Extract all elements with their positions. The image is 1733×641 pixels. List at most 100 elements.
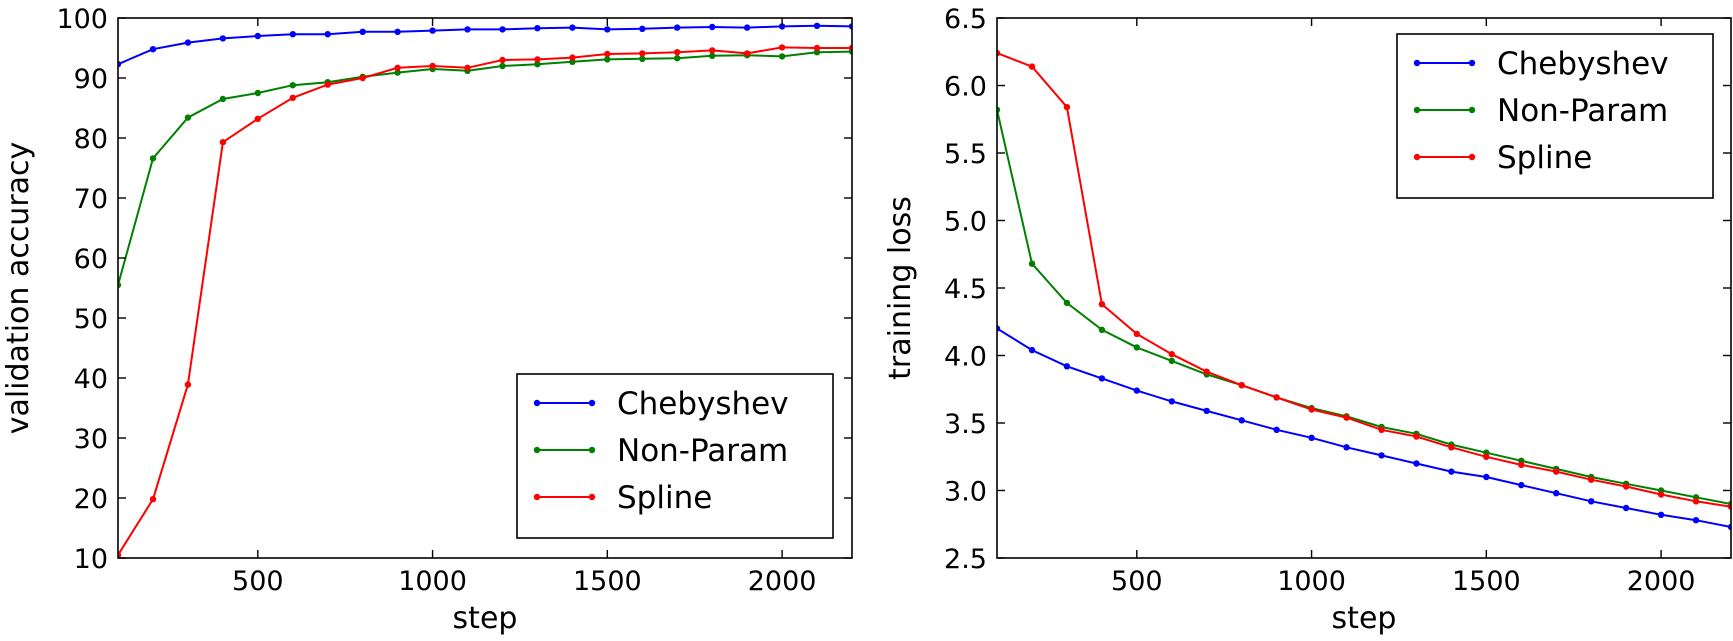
data-point (1692, 498, 1700, 505)
legend-marker (1413, 106, 1421, 114)
data-point (1308, 406, 1315, 413)
data-point (394, 64, 401, 72)
data-point (639, 50, 646, 57)
data-point (674, 55, 681, 62)
data-point (778, 53, 786, 60)
accuracy-chart: 500 1000 1500 2000 10 20 30 40 50 60 70 80 90 100 step… (1, 4, 853, 636)
data-point (1343, 414, 1350, 421)
data-point (254, 32, 261, 40)
data-point (219, 139, 227, 146)
data-point (1028, 346, 1036, 354)
data-point (1168, 351, 1176, 358)
legend-marker (533, 399, 541, 407)
data-point (1063, 299, 1071, 307)
data-point (1168, 357, 1176, 365)
data-point (184, 39, 192, 46)
legend-entry: Non-Param (1413, 93, 1668, 129)
data-point (254, 89, 261, 97)
legend: Chebyshev Non-Param Spline (1396, 33, 1714, 199)
data-point (778, 23, 786, 30)
legend-label: Non-Param (617, 433, 788, 469)
series-non-param (118, 48, 852, 289)
data-point (1273, 426, 1280, 433)
legend-marker (1468, 59, 1476, 67)
data-point (1063, 103, 1071, 111)
data-point (534, 56, 541, 63)
data-point (639, 25, 646, 32)
data-point (1168, 398, 1176, 405)
data-point (1448, 468, 1455, 475)
data-point (464, 64, 471, 72)
legend-entry: Non-Param (533, 433, 788, 469)
legend-label: Chebyshev (617, 386, 789, 422)
data-point (359, 74, 366, 82)
legend-marker (1413, 59, 1421, 67)
x-tick-label: 500 (232, 566, 284, 597)
legend-entry: Chebyshev (1413, 46, 1669, 82)
legend-entry: Chebyshev (533, 386, 789, 422)
x-axis-label: step (1332, 601, 1397, 636)
series-group (997, 49, 1731, 531)
series-line (118, 24, 852, 66)
data-point (219, 35, 227, 42)
series-line (997, 52, 1731, 508)
data-point (1028, 260, 1036, 267)
data-point (149, 46, 157, 53)
data-point (709, 52, 716, 59)
legend-entry: Spline (533, 480, 712, 516)
data-point (324, 81, 331, 88)
y-tick-label: 30 (74, 424, 108, 455)
x-axis-label: step (453, 601, 518, 636)
data-point (1518, 461, 1525, 469)
legend-label: Spline (1497, 140, 1592, 176)
y-tick-label: 5.5 (944, 139, 987, 170)
legend-label: Chebyshev (1497, 46, 1669, 82)
data-point (743, 50, 751, 57)
series-line (118, 50, 852, 286)
data-point (499, 26, 506, 33)
legend-marker (1468, 153, 1476, 161)
data-point (604, 50, 611, 58)
data-point (1622, 483, 1630, 490)
series-line (997, 327, 1731, 528)
data-point (1588, 498, 1595, 505)
data-point (1028, 63, 1036, 70)
legend-box (516, 373, 834, 539)
legend-marker (588, 493, 596, 501)
data-point (1657, 511, 1665, 518)
y-tick-label: 70 (74, 184, 108, 215)
data-point (1063, 363, 1071, 370)
data-point (1553, 490, 1560, 497)
data-point (1133, 344, 1141, 351)
data-point (499, 56, 506, 64)
data-point (289, 94, 296, 102)
x-tick-label: 500 (1111, 566, 1163, 597)
data-point (1588, 476, 1595, 483)
legend-label: Non-Param (1497, 93, 1668, 129)
legend-marker (588, 399, 596, 407)
y-tick-label: 3.5 (944, 409, 987, 440)
data-point (1273, 394, 1280, 401)
data-point (184, 114, 192, 121)
series-chebyshev (118, 22, 852, 68)
legend-marker (533, 493, 541, 501)
data-point (569, 54, 576, 61)
x-tick-label: 1000 (1277, 566, 1346, 597)
data-point (394, 69, 401, 76)
data-point (1483, 453, 1490, 460)
series-chebyshev (997, 325, 1731, 531)
legend-marker (588, 446, 596, 454)
data-point (1238, 417, 1245, 424)
data-point (604, 56, 611, 63)
data-point (1133, 387, 1141, 394)
data-point (813, 22, 821, 29)
data-point (1308, 434, 1315, 441)
y-tick-label: 5.0 (944, 207, 987, 238)
y-tick-label: 3.0 (944, 477, 987, 508)
data-point (149, 155, 157, 162)
y-tick-label: 6.5 (944, 4, 987, 35)
data-point (534, 25, 541, 32)
data-point (1203, 368, 1210, 375)
data-point (1518, 481, 1525, 489)
